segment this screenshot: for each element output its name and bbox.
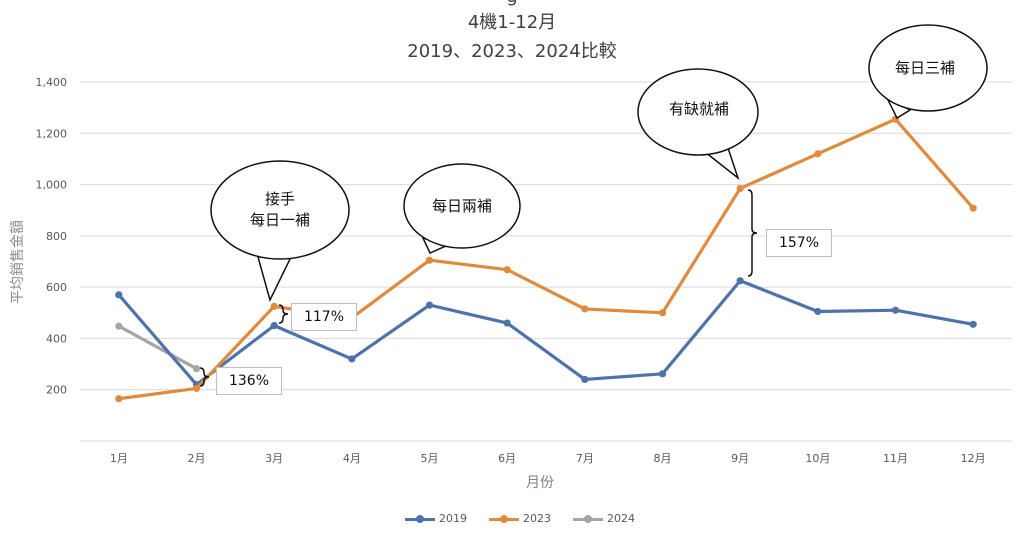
data-point — [891, 306, 900, 314]
data-point — [270, 322, 278, 330]
y-tick-label: 800 — [46, 230, 67, 243]
y-tick-label: 400 — [46, 332, 67, 345]
percent-label: 157% — [766, 229, 832, 257]
data-point — [969, 320, 977, 328]
data-point — [503, 319, 511, 327]
legend-item-2024: 2024 — [573, 512, 635, 525]
data-point — [192, 365, 201, 373]
x-tick-label: 7月 — [576, 452, 594, 465]
x-tick-label: 11月 — [883, 452, 908, 465]
data-point — [115, 322, 123, 330]
y-axis-label: 平均銷售金額 — [10, 220, 26, 304]
x-tick-label: 5月 — [421, 452, 439, 465]
callout-tail — [257, 254, 294, 303]
data-point — [814, 307, 822, 316]
brace-icon — [199, 367, 210, 387]
y-tick-label: 1,400 — [36, 76, 68, 89]
x-tick-label: 12月 — [961, 452, 986, 465]
legend-label: 2023 — [523, 512, 551, 525]
chart-title-partial: g — [0, 0, 1024, 7]
x-tick-label: 2月 — [188, 452, 206, 465]
percent-label: 117% — [291, 303, 357, 331]
chart-title: 4機1-12月 — [467, 12, 557, 33]
callout-bubble — [868, 24, 988, 112]
brace-icon — [747, 189, 758, 277]
series-line-2023 — [117, 117, 975, 401]
callout-bubble — [403, 163, 521, 249]
data-point — [192, 384, 201, 393]
data-point — [658, 309, 667, 317]
data-point — [736, 277, 744, 285]
data-point — [425, 256, 434, 264]
callout-text: 每日三補 — [894, 59, 955, 77]
data-point — [115, 395, 123, 403]
chart-subtitle: 2019、2023、2024比較 — [407, 41, 617, 62]
percent-label: 136% — [216, 367, 282, 395]
x-tick-label: 3月 — [265, 452, 283, 465]
x-tick-label: 9月 — [731, 452, 749, 465]
x-tick-label: 8月 — [654, 452, 672, 465]
data-point — [581, 375, 589, 384]
callout-text: 每日兩補 — [431, 197, 492, 215]
x-tick-label: 10月 — [805, 452, 830, 465]
data-point — [736, 184, 744, 193]
y-tick-label: 1,000 — [36, 179, 68, 192]
callout-text: 有缺就補 — [668, 100, 729, 118]
brace-icon — [278, 304, 289, 324]
series-line-2019 — [117, 279, 975, 387]
data-point — [348, 355, 356, 363]
data-point — [115, 291, 123, 299]
legend-label: 2019 — [439, 512, 467, 525]
legend-label: 2024 — [607, 512, 635, 525]
data-point — [425, 301, 434, 309]
data-point — [658, 370, 667, 378]
y-tick-label: 200 — [46, 384, 67, 397]
x-tick-label: 1月 — [110, 452, 128, 465]
callout-text: 接手 每日一補 — [249, 190, 310, 229]
data-point — [969, 204, 977, 212]
callout-bubble — [637, 68, 759, 156]
series-line-2024 — [117, 324, 199, 371]
callout-bubble — [210, 160, 350, 260]
legend-item-2023: 2023 — [489, 512, 551, 525]
x-tick-label: 6月 — [498, 452, 516, 465]
data-point — [581, 305, 589, 313]
x-tick-label: 4月 — [343, 452, 361, 465]
y-tick-label: 600 — [46, 281, 67, 294]
data-point — [270, 302, 278, 310]
y-tick-label: 1,200 — [36, 127, 68, 140]
legend-item-2019: 2019 — [405, 512, 467, 525]
data-point — [503, 266, 511, 274]
legend: 2019 2023 2024 — [405, 512, 635, 525]
data-point — [814, 150, 822, 158]
x-axis-label: 月份 — [526, 475, 554, 491]
